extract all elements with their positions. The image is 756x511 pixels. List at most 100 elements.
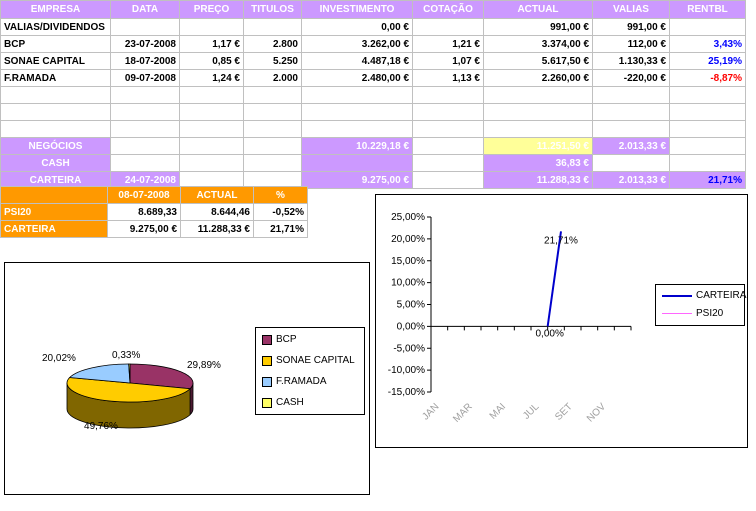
pie-slice-bcp[interactable]: [129, 363, 194, 390]
cell[interactable]: [669, 137, 746, 155]
cell[interactable]: [669, 18, 746, 36]
cell[interactable]: [179, 86, 244, 104]
rentbl-cell[interactable]: 3,43%: [669, 35, 746, 53]
cell[interactable]: [412, 86, 484, 104]
cell[interactable]: [592, 120, 670, 138]
cell[interactable]: [669, 103, 746, 121]
cell[interactable]: [483, 120, 593, 138]
cell[interactable]: CASH: [0, 154, 111, 172]
col-header[interactable]: [0, 186, 108, 204]
cell[interactable]: [110, 120, 180, 138]
cell[interactable]: 1,21 €: [412, 35, 484, 53]
cell[interactable]: [179, 137, 244, 155]
cell[interactable]: [592, 86, 670, 104]
cell[interactable]: 36,83 €: [483, 154, 593, 172]
cell[interactable]: 991,00 €: [483, 18, 593, 36]
cell[interactable]: [301, 120, 413, 138]
cell[interactable]: [243, 103, 302, 121]
line-chart-panel[interactable]: 25,00% 20,00% 15,00% 10,00% 5,00% 0,00% -5,00%…: [375, 194, 748, 448]
cell[interactable]: [412, 120, 484, 138]
cell[interactable]: [179, 18, 244, 36]
cell[interactable]: [669, 86, 746, 104]
cell[interactable]: 1,07 €: [412, 52, 484, 70]
col-header[interactable]: COTAÇÃO: [412, 0, 484, 19]
cell[interactable]: NEGÓCIOS: [0, 137, 111, 155]
cell[interactable]: 11.288,33 €: [483, 171, 593, 189]
cell[interactable]: 10.229,18 €: [301, 137, 413, 155]
cell[interactable]: 09-07-2008: [110, 69, 180, 87]
cell[interactable]: 9.275,00 €: [107, 220, 181, 238]
cell[interactable]: [243, 18, 302, 36]
rentbl-cell[interactable]: 21,71%: [669, 171, 746, 189]
col-header[interactable]: 08-07-2008: [107, 186, 181, 204]
cell[interactable]: [110, 86, 180, 104]
cell[interactable]: [592, 103, 670, 121]
cell[interactable]: [669, 154, 746, 172]
col-header[interactable]: ACTUAL: [180, 186, 254, 204]
cell[interactable]: 11.251,50 €: [483, 137, 593, 155]
pie-slice-f-ramada[interactable]: [68, 363, 131, 384]
col-header[interactable]: EMPRESA: [0, 0, 111, 19]
line-legend[interactable]: CARTEIRA PSI20: [655, 284, 746, 326]
cell[interactable]: [243, 154, 302, 172]
cell[interactable]: CARTEIRA: [0, 171, 111, 189]
cell[interactable]: [301, 86, 413, 104]
col-header[interactable]: DATA: [110, 0, 180, 19]
cell[interactable]: [110, 154, 180, 172]
cell[interactable]: 18-07-2008: [110, 52, 180, 70]
cell[interactable]: 3.374,00 €: [483, 35, 593, 53]
cell[interactable]: [110, 137, 180, 155]
cell[interactable]: 21,71%: [253, 220, 308, 238]
cell[interactable]: 991,00 €: [592, 18, 670, 36]
cell[interactable]: [0, 120, 111, 138]
cell[interactable]: [483, 103, 593, 121]
cell[interactable]: 2.260,00 €: [483, 69, 593, 87]
cell[interactable]: [110, 103, 180, 121]
pie-slice-cash[interactable]: [128, 363, 131, 384]
cell[interactable]: 8.689,33: [107, 203, 181, 221]
rentbl-cell[interactable]: 25,19%: [669, 52, 746, 70]
col-header[interactable]: INVESTIMENTO: [301, 0, 413, 19]
cell[interactable]: [243, 86, 302, 104]
rentbl-cell[interactable]: -8,87%: [669, 69, 746, 87]
cell[interactable]: 4.487,18 €: [301, 52, 413, 70]
col-header[interactable]: PREÇO: [179, 0, 244, 19]
series-line-carteira[interactable]: [546, 231, 562, 327]
cell[interactable]: [301, 103, 413, 121]
col-header[interactable]: TITULOS: [243, 0, 302, 19]
cell[interactable]: [179, 154, 244, 172]
cell[interactable]: 2.013,33 €: [592, 171, 670, 189]
cell[interactable]: F.RAMADA: [0, 69, 111, 87]
cell[interactable]: 23-07-2008: [110, 35, 180, 53]
cell[interactable]: [243, 137, 302, 155]
cell[interactable]: 24-07-2008: [110, 171, 180, 189]
cell[interactable]: 0,85 €: [179, 52, 244, 70]
pie-legend[interactable]: BCP SONAE CAPITAL F.RAMADA CASH: [255, 327, 365, 415]
cell[interactable]: 11.288,33 €: [180, 220, 254, 238]
cell[interactable]: CARTEIRA: [0, 220, 108, 238]
cell[interactable]: 1,13 €: [412, 69, 484, 87]
cell[interactable]: [0, 86, 111, 104]
cell[interactable]: 5.617,50 €: [483, 52, 593, 70]
cell[interactable]: BCP: [0, 35, 111, 53]
pie-chart-panel[interactable]: 29,89% 49,76% 20,02% 0,33% BCP SONAE CAPITA…: [4, 262, 370, 495]
cell[interactable]: 8.644,46: [180, 203, 254, 221]
cell[interactable]: [483, 86, 593, 104]
cell[interactable]: 2.800: [243, 35, 302, 53]
pie-slice-sonae-capital[interactable]: [66, 377, 191, 403]
cell[interactable]: 1,24 €: [179, 69, 244, 87]
cell[interactable]: [179, 103, 244, 121]
cell[interactable]: [412, 18, 484, 36]
cell[interactable]: [412, 154, 484, 172]
cell[interactable]: VALIAS/DIVIDENDOS: [0, 18, 111, 36]
cell[interactable]: [0, 103, 111, 121]
cell[interactable]: [412, 137, 484, 155]
cell[interactable]: 3.262,00 €: [301, 35, 413, 53]
cell[interactable]: [301, 154, 413, 172]
cell[interactable]: 9.275,00 €: [301, 171, 413, 189]
cell[interactable]: 5.250: [243, 52, 302, 70]
cell[interactable]: [110, 18, 180, 36]
cell[interactable]: SONAE CAPITAL: [0, 52, 111, 70]
cell[interactable]: [412, 171, 484, 189]
col-header[interactable]: ACTUAL: [483, 0, 593, 19]
